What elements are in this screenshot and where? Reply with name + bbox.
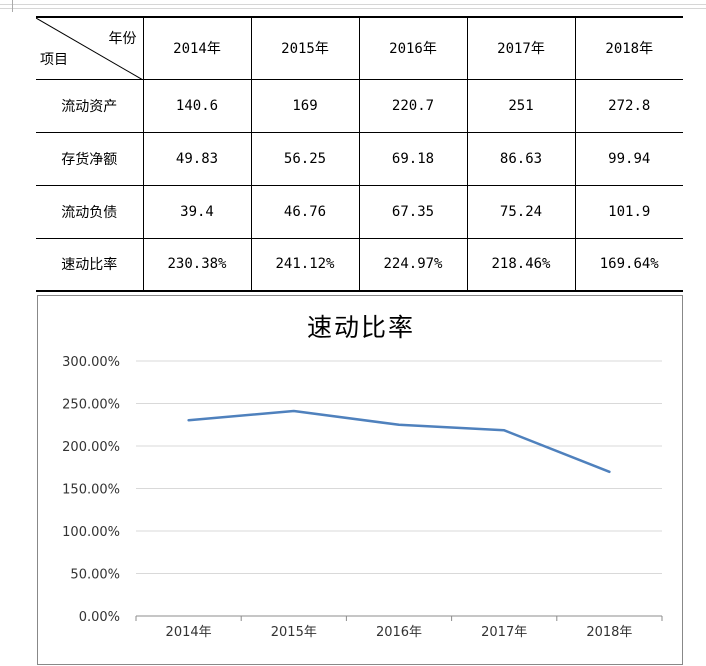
guide-line bbox=[0, 4, 706, 5]
y-tick-label: 50.00% bbox=[70, 568, 120, 583]
table-cell: 56.25 bbox=[251, 132, 359, 185]
table-cell: 101.9 bbox=[575, 185, 683, 238]
year-header: 2018年 bbox=[575, 17, 683, 79]
x-tick-label: 2014年 bbox=[166, 625, 212, 640]
corner-label-item: 项目 bbox=[40, 49, 68, 69]
row-label: 存货净额 bbox=[36, 132, 143, 185]
x-tick-label: 2015年 bbox=[271, 625, 317, 640]
table-cell: 86.63 bbox=[467, 132, 575, 185]
table-cell: 46.76 bbox=[251, 185, 359, 238]
corner-label-year: 年份 bbox=[109, 28, 137, 48]
y-tick-label: 250.00% bbox=[62, 398, 120, 413]
year-header: 2016年 bbox=[359, 17, 467, 79]
margin-mark bbox=[12, 0, 13, 12]
table-row: 速动比率 230.38% 241.12% 224.97% 218.46% 169… bbox=[36, 238, 683, 291]
y-tick-label: 0.00% bbox=[79, 610, 120, 625]
guide-line bbox=[0, 8, 706, 9]
table-cell: 169.64% bbox=[575, 238, 683, 291]
row-label: 流动资产 bbox=[36, 79, 143, 132]
y-tick-label: 200.00% bbox=[62, 440, 120, 455]
corner-cell: 年份 项目 bbox=[36, 17, 143, 79]
y-tick-label: 300.00% bbox=[62, 355, 120, 370]
table-cell: 39.4 bbox=[143, 185, 251, 238]
chart-frame: 速动比率 0.00%50.00%100.00%150.00%200.00%250… bbox=[37, 295, 683, 665]
y-tick-label: 100.00% bbox=[62, 525, 120, 540]
x-tick-label: 2016年 bbox=[376, 625, 422, 640]
table-cell: 218.46% bbox=[467, 238, 575, 291]
table-cell: 99.94 bbox=[575, 132, 683, 185]
table-cell: 241.12% bbox=[251, 238, 359, 291]
row-label: 速动比率 bbox=[36, 238, 143, 291]
row-label: 流动负债 bbox=[36, 185, 143, 238]
year-header: 2015年 bbox=[251, 17, 359, 79]
table-row: 流动负债 39.4 46.76 67.35 75.24 101.9 bbox=[36, 185, 683, 238]
table-cell: 272.8 bbox=[575, 79, 683, 132]
financial-table: 年份 项目 2014年 2015年 2016年 2017年 2018年 流动资产… bbox=[36, 16, 683, 292]
table-cell: 67.35 bbox=[359, 185, 467, 238]
table-header-row: 年份 项目 2014年 2015年 2016年 2017年 2018年 bbox=[36, 17, 683, 79]
table-row: 存货净额 49.83 56.25 69.18 86.63 99.94 bbox=[36, 132, 683, 185]
table-cell: 230.38% bbox=[143, 238, 251, 291]
table-cell: 220.7 bbox=[359, 79, 467, 132]
table-cell: 224.97% bbox=[359, 238, 467, 291]
year-header: 2014年 bbox=[143, 17, 251, 79]
table-cell: 251 bbox=[467, 79, 575, 132]
table-cell: 69.18 bbox=[359, 132, 467, 185]
y-tick-label: 150.00% bbox=[62, 483, 120, 498]
x-tick-label: 2018年 bbox=[586, 625, 632, 640]
table-cell: 75.24 bbox=[467, 185, 575, 238]
series-line bbox=[189, 411, 610, 472]
x-tick-label: 2017年 bbox=[481, 625, 527, 640]
table-cell: 49.83 bbox=[143, 132, 251, 185]
table-row: 流动资产 140.6 169 220.7 251 272.8 bbox=[36, 79, 683, 132]
table-cell: 140.6 bbox=[143, 79, 251, 132]
table-cell: 169 bbox=[251, 79, 359, 132]
year-header: 2017年 bbox=[467, 17, 575, 79]
line-chart: 0.00% 50.00% 100.00% 150.00% 200.00% 250.00% 3… bbox=[38, 296, 684, 666]
